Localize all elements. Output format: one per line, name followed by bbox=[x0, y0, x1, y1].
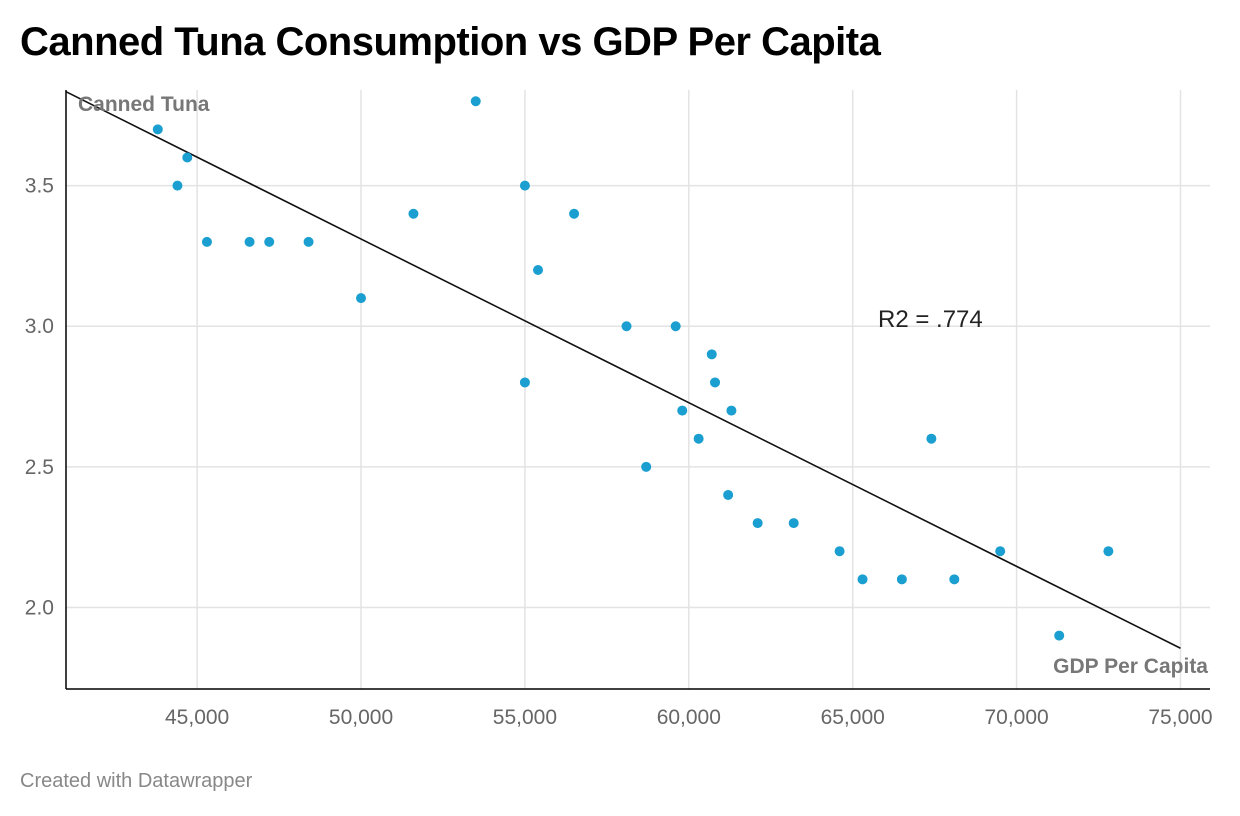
data-point bbox=[172, 180, 183, 191]
data-point bbox=[244, 236, 255, 247]
data-point bbox=[693, 433, 704, 444]
data-point bbox=[569, 208, 580, 219]
data-point bbox=[706, 349, 717, 360]
data-point bbox=[949, 574, 960, 585]
x-tick-label: 75,000 bbox=[1148, 706, 1212, 729]
trendline-layer bbox=[65, 90, 1181, 649]
data-point bbox=[408, 208, 419, 219]
data-point bbox=[356, 293, 367, 304]
y-tick-label: 3.5 bbox=[25, 175, 54, 198]
chart-labels: 45,000 50,000 55,000 60,000 65,000 70,000 75,0… bbox=[25, 93, 1213, 729]
data-point bbox=[857, 574, 868, 585]
x-tick-label: 70,000 bbox=[984, 706, 1048, 729]
x-tick-label: 50,000 bbox=[329, 706, 393, 729]
data-point bbox=[201, 236, 212, 247]
data-points bbox=[152, 96, 1114, 641]
r-squared-annotation: R2 = .774 bbox=[878, 306, 983, 333]
x-axis-title: GDP Per Capita bbox=[1053, 655, 1208, 678]
data-point bbox=[752, 518, 763, 529]
data-point bbox=[1103, 546, 1114, 557]
data-point bbox=[710, 377, 721, 388]
data-point bbox=[788, 518, 799, 529]
attribution-footer: Created with Datawrapper bbox=[20, 770, 253, 792]
x-tick-label: 60,000 bbox=[657, 706, 721, 729]
y-tick-label: 2.0 bbox=[25, 596, 54, 619]
data-point bbox=[995, 546, 1006, 557]
data-point bbox=[152, 124, 163, 135]
data-point bbox=[303, 236, 314, 247]
x-tick-label: 45,000 bbox=[165, 706, 229, 729]
data-point bbox=[519, 180, 530, 191]
data-point bbox=[264, 236, 275, 247]
data-point bbox=[726, 405, 737, 416]
x-tick-label: 65,000 bbox=[821, 706, 885, 729]
axes bbox=[65, 90, 1210, 690]
y-tick-label: 2.5 bbox=[25, 456, 54, 479]
trendline bbox=[65, 90, 1181, 649]
data-point bbox=[723, 489, 734, 500]
data-point bbox=[519, 377, 530, 388]
data-point bbox=[670, 321, 681, 332]
y-axis-title: Canned Tuna bbox=[78, 93, 210, 116]
data-point bbox=[926, 433, 937, 444]
data-point bbox=[470, 96, 481, 107]
data-point bbox=[677, 405, 688, 416]
data-point bbox=[1054, 630, 1065, 641]
data-point bbox=[182, 152, 193, 163]
chart-title: Canned Tuna Consumption vs GDP Per Capit… bbox=[20, 20, 881, 64]
data-point bbox=[621, 321, 632, 332]
y-tick-label: 3.0 bbox=[25, 315, 54, 338]
data-point bbox=[896, 574, 907, 585]
data-point bbox=[834, 546, 845, 557]
x-tick-label: 55,000 bbox=[493, 706, 557, 729]
data-point bbox=[533, 264, 544, 275]
data-point bbox=[641, 461, 652, 472]
gridlines bbox=[66, 90, 1210, 689]
